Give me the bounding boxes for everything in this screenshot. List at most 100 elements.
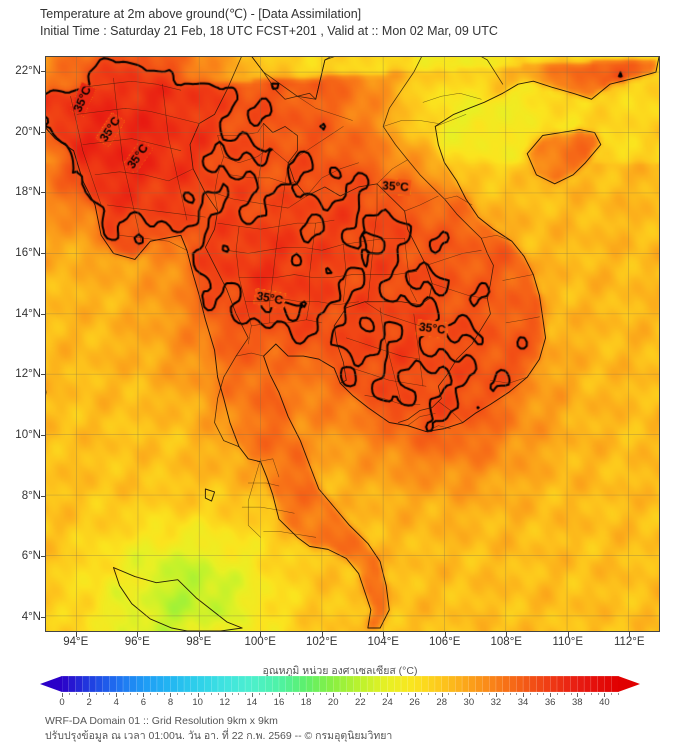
latitude-tick-10°N: 10°N (15, 428, 41, 441)
colorbar-tick-28: 28 (436, 697, 447, 708)
colorbar-tickmark (523, 693, 525, 697)
colorbar-tick-40: 40 (599, 697, 610, 708)
latitude-tick-14°N: 14°N (15, 307, 41, 320)
colorbar-tick-34: 34 (517, 697, 529, 708)
colorbar-minor-tickmark (563, 693, 565, 695)
colorbar-minor-tickmark (584, 693, 586, 695)
temperature-heatmap-layer (46, 57, 659, 631)
latitude-axis-labels: 4°N 6°N 8°N 10°N 12°N 14°N 16°N 18°N 20°N 22°N (0, 56, 41, 632)
footer-model-info: WRF-DA Domain 01 :: Grid Resolution 9km … (45, 715, 278, 727)
colorbar-minor-tickmark (509, 693, 511, 695)
latitude-tickmarks (41, 56, 46, 632)
colorbar-minor-tickmark (82, 693, 84, 695)
colorbar-minor-tickmark (123, 693, 125, 695)
colorbar-minor-tickmark (75, 693, 77, 695)
colorbar-minor-tickmark (380, 693, 382, 695)
longitude-tick-108°E: 108°E (490, 636, 522, 648)
colorbar-tickmark (143, 693, 145, 697)
latitude-tick-16°N: 16°N (15, 247, 41, 260)
chart-subtitle: Initial Time : Saturday 21 Feb, 18 UTC F… (40, 24, 498, 38)
colorbar-minor-tickmark (285, 693, 287, 695)
colorbar-tick-18: 18 (300, 697, 312, 708)
latitude-tickmark (41, 556, 46, 558)
latitude-tick-18°N: 18°N (15, 186, 41, 199)
longitude-tickmark (383, 632, 385, 637)
longitude-tickmarks (45, 632, 660, 637)
colorbar-minor-tickmark (367, 693, 369, 695)
colorbar-tick-30: 30 (463, 697, 475, 708)
colorbar-tick-36: 36 (544, 697, 556, 708)
longitude-tick-96°E: 96°E (124, 636, 150, 648)
colorbar-minor-tickmark (455, 693, 457, 695)
page-title: Temperature at 2m above ground(℃) - [Dat… (40, 7, 362, 21)
longitude-tickmark (321, 632, 323, 637)
colorbar-minor-tickmark (529, 693, 531, 695)
colorbar-minor-tickmark (407, 693, 409, 695)
colorbar-tick-26: 26 (409, 697, 420, 708)
colorbar-minor-tickmark (570, 693, 572, 695)
colorbar-minor-tickmark (489, 693, 491, 695)
colorbar-tick-0: 0 (59, 697, 65, 708)
colorbar-minor-tickmark (373, 693, 375, 695)
colorbar-gradient (40, 676, 640, 692)
longitude-tickmark (629, 632, 631, 637)
longitude-tick-100°E: 100°E (244, 636, 276, 648)
colorbar-minor-tickmark (129, 693, 131, 695)
colorbar-tickmark (197, 693, 199, 697)
colorbar-minor-tickmark (319, 693, 321, 695)
colorbar-tickmark (387, 693, 389, 697)
colorbar-tickmark (577, 693, 579, 697)
colorbar-tickmark (441, 693, 443, 697)
colorbar-minor-tickmark (421, 693, 423, 695)
colorbar-tickmark (495, 693, 497, 697)
colorbar: อุณหภูมิ หน่วย องศาเซลเซียส (°C) 0 2 4 6 8 10… (40, 662, 640, 708)
longitude-tickmark (75, 632, 77, 637)
colorbar-minor-tickmark (434, 693, 436, 695)
colorbar-tick-32: 32 (490, 697, 502, 708)
longitude-tick-110°E: 110°E (552, 636, 584, 648)
longitude-tick-98°E: 98°E (186, 636, 212, 648)
colorbar-minor-tickmark (102, 693, 104, 695)
colorbar-tick-6: 6 (140, 697, 147, 708)
colorbar-minor-tickmark (556, 693, 558, 695)
colorbar-minor-tickmark (265, 693, 267, 695)
colorbar-tick-10: 10 (192, 697, 203, 708)
footer-block: WRF-DA Domain 01 :: Grid Resolution 9km … (45, 714, 645, 744)
colorbar-minor-tickmark (502, 693, 504, 695)
longitude-tick-102°E: 102°E (306, 636, 338, 648)
latitude-tick-8°N: 8°N (21, 489, 41, 502)
latitude-tickmark (41, 313, 46, 315)
colorbar-tickmark (306, 693, 308, 697)
colorbar-tick-38: 38 (572, 697, 583, 708)
longitude-tickmark (198, 632, 200, 637)
longitude-tick-112°E: 112°E (613, 636, 645, 648)
colorbar-title: อุณหภูมิ หน่วย องศาเซลเซียส (°C) (262, 665, 418, 677)
colorbar-minor-tickmark (156, 693, 158, 695)
colorbar-tickmark (170, 693, 172, 697)
colorbar-minor-tickmark (346, 693, 348, 695)
colorbar-minor-tickmark (177, 693, 179, 695)
colorbar-minor-tickmark (68, 693, 70, 695)
colorbar-minor-tickmark (618, 693, 619, 695)
latitude-tick-22°N: 22°N (15, 65, 41, 78)
colorbar-minor-tickmark (516, 693, 518, 695)
footer-credit: ปรับปรุงข้อมูล ณ เวลา 01:00น. วัน อา. ที… (45, 730, 393, 742)
longitude-tickmark (567, 632, 569, 637)
colorbar-tick-labels: 0 2 4 6 8 10 12 14 16 18 20 22 24 26 28 30 32 34 36 38 40 (40, 693, 640, 708)
colorbar-minor-tickmark (428, 693, 430, 695)
latitude-tickmark (41, 495, 46, 497)
colorbar-tickmark (251, 693, 253, 697)
colorbar-minor-tickmark (238, 693, 240, 695)
colorbar-minor-tickmark (272, 693, 274, 695)
longitude-tickmark (444, 632, 446, 637)
colorbar-tickmark (550, 693, 552, 697)
colorbar-minor-tickmark (326, 693, 328, 695)
colorbar-tickmark (333, 693, 335, 697)
latitude-tick-4°N: 4°N (21, 610, 41, 623)
colorbar-minor-tickmark (217, 693, 219, 695)
temperature-map-plot[interactable] (45, 56, 660, 632)
colorbar-tick-20: 20 (327, 697, 339, 708)
colorbar-minor-tickmark (611, 693, 613, 695)
colorbar-minor-tickmark (231, 693, 233, 695)
colorbar-tickmark (604, 693, 606, 697)
